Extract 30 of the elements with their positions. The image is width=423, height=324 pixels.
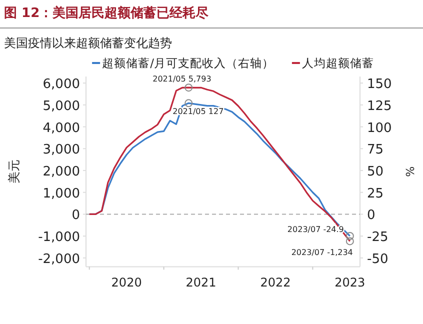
legend-label: 超额储蓄/月可支配收入（右轴）	[102, 56, 274, 70]
y2-tick-label: -50	[367, 252, 388, 267]
y-tick-label: -2,000	[38, 252, 80, 267]
y2-tick-label: 0	[367, 208, 376, 224]
x-tick-label: 2023	[334, 276, 366, 290]
y2-axis-title: %	[403, 166, 416, 177]
y-tick-label: 6,000	[42, 77, 80, 92]
chart-subtitle: 美国疫情以来超额储蓄变化趋势	[4, 36, 172, 50]
y2-tick-label: 100	[367, 120, 392, 136]
y2-tick-label: -25	[367, 230, 388, 246]
y-tick-label: -1,000	[38, 230, 80, 246]
x-tick-label: 2020	[111, 276, 142, 290]
y-tick-label: 4,000	[42, 120, 80, 136]
y-tick-label: 3,000	[42, 142, 80, 158]
y-tick-label: 0	[72, 208, 80, 224]
annotation: 2023/07 -1,234	[291, 248, 353, 258]
legend-label: 人均超额储蓄	[302, 56, 374, 70]
y-axis-title: 美元	[7, 160, 21, 184]
x-tick-label: 2022	[260, 276, 291, 290]
y-tick-label: 1,000	[42, 186, 80, 202]
y2-tick-label: 150	[367, 77, 392, 92]
annotation: 2021/05 5,793	[152, 74, 212, 84]
chart-title: 图 12：美国居民超额储蓄已经耗尽	[4, 5, 210, 21]
x-tick-label: 2021	[186, 276, 216, 290]
y-tick-label: 5,000	[42, 98, 80, 114]
y2-tick-label: 25	[367, 186, 384, 202]
y2-tick-label: 75	[367, 142, 384, 158]
y2-tick-label: 125	[367, 98, 392, 114]
y-tick-label: 2,000	[42, 164, 80, 180]
y2-tick-label: 50	[367, 164, 384, 180]
